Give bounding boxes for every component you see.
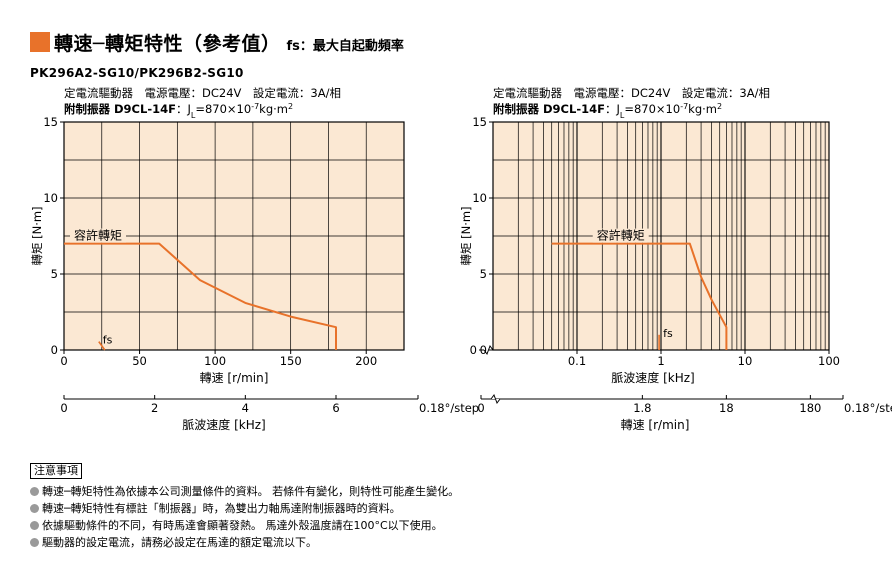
note-item: 驅動器的設定電流，請務必設定在馬達的額定電流以下。 xyxy=(30,534,459,551)
x-axis-label: 脈波速度 [kHz] xyxy=(611,370,694,385)
conditions-part: 2 xyxy=(288,102,293,111)
conditions-damper-text: 附制振器 D9CL-14F：JL=870×10-7kg·m2 xyxy=(64,102,293,120)
x-tick-label: 100 xyxy=(818,354,840,368)
axis-break-icon xyxy=(484,346,493,354)
x-tick-label: 50 xyxy=(132,354,147,368)
bullet-icon xyxy=(30,538,39,547)
x-tick-label: 0 xyxy=(60,354,67,368)
x-tick-label: 1 xyxy=(657,354,664,368)
secondary-unit-label: 0.18°/step xyxy=(419,401,479,415)
note-text: 轉速─轉矩特性有標註「制振器」時，為雙出力軸馬達附制振器時的資料。 xyxy=(42,500,401,517)
x-axis-label: 轉速 [r/min] xyxy=(200,371,269,385)
note-text: 依據驅動條件的不同，有時馬達會顯著發熱。 馬達外殼溫度請在100°C以下使用。 xyxy=(42,517,443,534)
fs-label: fs xyxy=(663,327,673,340)
note-item: 轉速─轉矩特性為依據本公司測量條件的資料。 若條件有變化，則特性可能產生變化。 xyxy=(30,483,459,500)
note-text: 驅動器的設定電流，請務必設定在馬達的額定電流以下。 xyxy=(42,534,317,551)
conditions-part: ：J xyxy=(605,102,620,116)
model-number: PK296A2-SG10/PK296B2-SG10 xyxy=(30,66,244,80)
secondary-tick-label: 6 xyxy=(332,401,339,415)
conditions-part: 2 xyxy=(717,102,722,111)
y-axis-label: 轉矩 [N·m] xyxy=(30,206,44,265)
secondary-tick-label: 2 xyxy=(151,401,158,415)
plot-frame xyxy=(493,122,829,350)
conditions-part: =870×10 xyxy=(624,102,680,116)
note-item: 依據驅動條件的不同，有時馬達會顯著發熱。 馬達外殼溫度請在100°C以下使用。 xyxy=(30,517,459,534)
fs-curve xyxy=(99,342,105,350)
notes-heading: 注意事項 xyxy=(30,463,82,479)
secondary-tick-label: 1.8 xyxy=(633,401,651,415)
conditions-part: =870×10 xyxy=(195,102,251,116)
bullet-icon xyxy=(30,504,39,513)
x-tick-label: 150 xyxy=(280,354,302,368)
page-title: 轉速─轉矩特性（參考值） fs：最大自起動頻率 xyxy=(30,30,404,54)
conditions-part: -7 xyxy=(680,102,688,111)
conditions-text: 定電流驅動器 電源電壓：DC24V 設定電流：3A/相 xyxy=(64,86,341,100)
conditions-part: L xyxy=(191,111,196,120)
series-label-bg xyxy=(70,229,126,243)
x-zero-label: 0 xyxy=(470,343,477,357)
y-tick-label: 5 xyxy=(480,267,487,281)
secondary-tick-label: 0 xyxy=(477,401,484,415)
y-tick-label: 15 xyxy=(472,115,487,129)
conditions-damper-text: 附制振器 D9CL-14F：JL=870×10-7kg·m2 xyxy=(493,102,722,120)
series-label: 容許轉矩 xyxy=(597,228,645,243)
secondary-tick-label: 0 xyxy=(60,401,67,415)
secondary-axis-label: 脈波速度 [kHz] xyxy=(182,417,265,432)
note-text: 轉速─轉矩特性為依據本公司測量條件的資料。 若條件有變化，則特性可能產生變化。 xyxy=(42,483,459,500)
title-subtitle: fs：最大自起動頻率 xyxy=(286,35,403,54)
fs-label: fs xyxy=(103,334,113,347)
conditions-part: 附制振器 D9CL-14F xyxy=(64,102,176,116)
bullet-icon xyxy=(30,487,39,496)
note-item: 轉速─轉矩特性有標註「制振器」時，為雙出力軸馬達附制振器時的資料。 xyxy=(30,500,459,517)
y-tick-label: 5 xyxy=(51,267,58,281)
notes-section: 注意事項 轉速─轉矩特性為依據本公司測量條件的資料。 若條件有變化，則特性可能產… xyxy=(30,462,459,551)
conditions-part: ：J xyxy=(176,102,191,116)
secondary-tick-label: 4 xyxy=(242,401,249,415)
x-tick-label: 100 xyxy=(204,354,226,368)
secondary-tick-label: 18 xyxy=(719,401,734,415)
y-axis-label: 轉矩 [N·m] xyxy=(459,206,473,265)
series-label: 容許轉矩 xyxy=(74,228,122,243)
torque-curve xyxy=(64,244,336,350)
y-tick-label: 0 xyxy=(51,343,58,357)
y-tick-label: 0 xyxy=(480,343,487,357)
bullet-icon xyxy=(30,521,39,530)
series-label-bg xyxy=(593,229,649,243)
conditions-part: -7 xyxy=(251,102,259,111)
y-tick-label: 10 xyxy=(472,191,487,205)
secondary-axis-label: 轉速 [r/min] xyxy=(621,418,690,432)
x-tick-label: 10 xyxy=(738,354,753,368)
x-tick-label: 0.1 xyxy=(568,354,586,368)
secondary-tick-label: 180 xyxy=(799,401,821,415)
plot-area xyxy=(64,122,404,350)
conditions-part: kg·m xyxy=(259,102,288,116)
conditions-text: 定電流驅動器 電源電壓：DC24V 設定電流：3A/相 xyxy=(493,86,770,100)
secondary-unit-label: 0.18°/step xyxy=(844,401,892,415)
y-tick-label: 10 xyxy=(43,191,58,205)
title-main: 轉速─轉矩特性（參考值） xyxy=(54,29,280,56)
y-tick-label: 15 xyxy=(43,115,58,129)
conditions-part: 附制振器 D9CL-14F xyxy=(493,102,605,116)
torque-curve xyxy=(552,244,727,350)
plot-frame xyxy=(64,122,404,350)
axis-break-icon xyxy=(491,395,500,403)
plot-area xyxy=(493,122,829,350)
title-marker-icon xyxy=(30,32,50,52)
conditions-part: L xyxy=(620,111,625,120)
conditions-part: kg·m xyxy=(688,102,717,116)
x-tick-label: 200 xyxy=(355,354,377,368)
